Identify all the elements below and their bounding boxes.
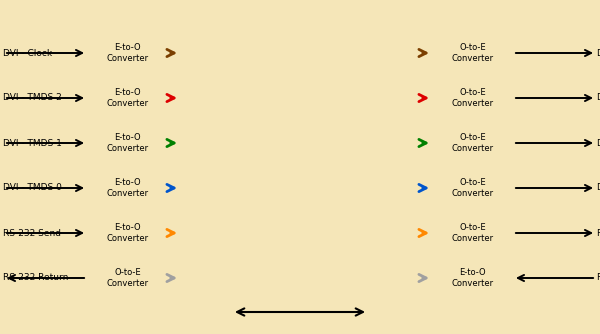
- FancyBboxPatch shape: [270, 128, 330, 140]
- FancyBboxPatch shape: [270, 115, 330, 128]
- Text: DVI - TMDS 2: DVI - TMDS 2: [597, 94, 600, 103]
- FancyBboxPatch shape: [268, 106, 332, 224]
- Text: E-to-O
Converter: E-to-O Converter: [106, 133, 149, 153]
- Text: RS-232 Return: RS-232 Return: [3, 274, 68, 283]
- FancyBboxPatch shape: [270, 140, 330, 153]
- Text: DVI - TMDS 1: DVI - TMDS 1: [597, 139, 600, 148]
- FancyBboxPatch shape: [266, 103, 334, 227]
- Text: Multiple
Wavelengths: Multiple Wavelengths: [268, 318, 332, 334]
- FancyBboxPatch shape: [270, 202, 330, 215]
- Text: E-to-O
Converter: E-to-O Converter: [451, 268, 494, 288]
- FancyBboxPatch shape: [264, 100, 336, 230]
- FancyBboxPatch shape: [270, 153, 330, 165]
- FancyBboxPatch shape: [180, 22, 232, 293]
- FancyBboxPatch shape: [270, 190, 330, 202]
- Text: O-to-E
Converter: O-to-E Converter: [451, 223, 494, 243]
- Text: DVI - Clock: DVI - Clock: [597, 48, 600, 57]
- Text: O-to-E
Converter: O-to-E Converter: [451, 178, 494, 198]
- Text: O-to-E
Converter: O-to-E Converter: [451, 133, 494, 153]
- Text: DVI - TMDS 0: DVI - TMDS 0: [597, 183, 600, 192]
- FancyBboxPatch shape: [270, 177, 330, 190]
- Text: WDM
Multiplexer/
De-Multiplexer: WDM Multiplexer/ De-Multiplexer: [361, 2, 427, 32]
- Text: DVI - Clock: DVI - Clock: [3, 48, 52, 57]
- Text: E-to-O
Converter: E-to-O Converter: [106, 88, 149, 108]
- Text: DVI - TMDS 0: DVI - TMDS 0: [3, 183, 62, 192]
- Text: Transmitter: Transmitter: [61, 297, 124, 307]
- Text: E-to-O
Converter: E-to-O Converter: [106, 178, 149, 198]
- Text: Receiver: Receiver: [484, 297, 532, 307]
- FancyBboxPatch shape: [270, 109, 330, 221]
- Text: WDM
Multiplexer/
De-Multiplexer: WDM Multiplexer/ De-Multiplexer: [173, 2, 239, 32]
- Text: E-to-O
Converter: E-to-O Converter: [106, 43, 149, 63]
- FancyBboxPatch shape: [368, 22, 420, 293]
- Text: RS-232 Send: RS-232 Send: [3, 228, 61, 237]
- FancyBboxPatch shape: [262, 97, 338, 233]
- Text: O-to-E
Converter: O-to-E Converter: [451, 43, 494, 63]
- Text: O-to-E
Converter: O-to-E Converter: [451, 88, 494, 108]
- Text: DVI - TMDS 1: DVI - TMDS 1: [3, 139, 62, 148]
- Text: RS-232 Send: RS-232 Send: [597, 228, 600, 237]
- FancyBboxPatch shape: [270, 165, 330, 177]
- Text: E-to-O
Converter: E-to-O Converter: [106, 223, 149, 243]
- Text: RS-232 Return: RS-232 Return: [597, 274, 600, 283]
- Text: O-to-E
Converter: O-to-E Converter: [106, 268, 149, 288]
- Text: DVI - TMDS 2: DVI - TMDS 2: [3, 94, 62, 103]
